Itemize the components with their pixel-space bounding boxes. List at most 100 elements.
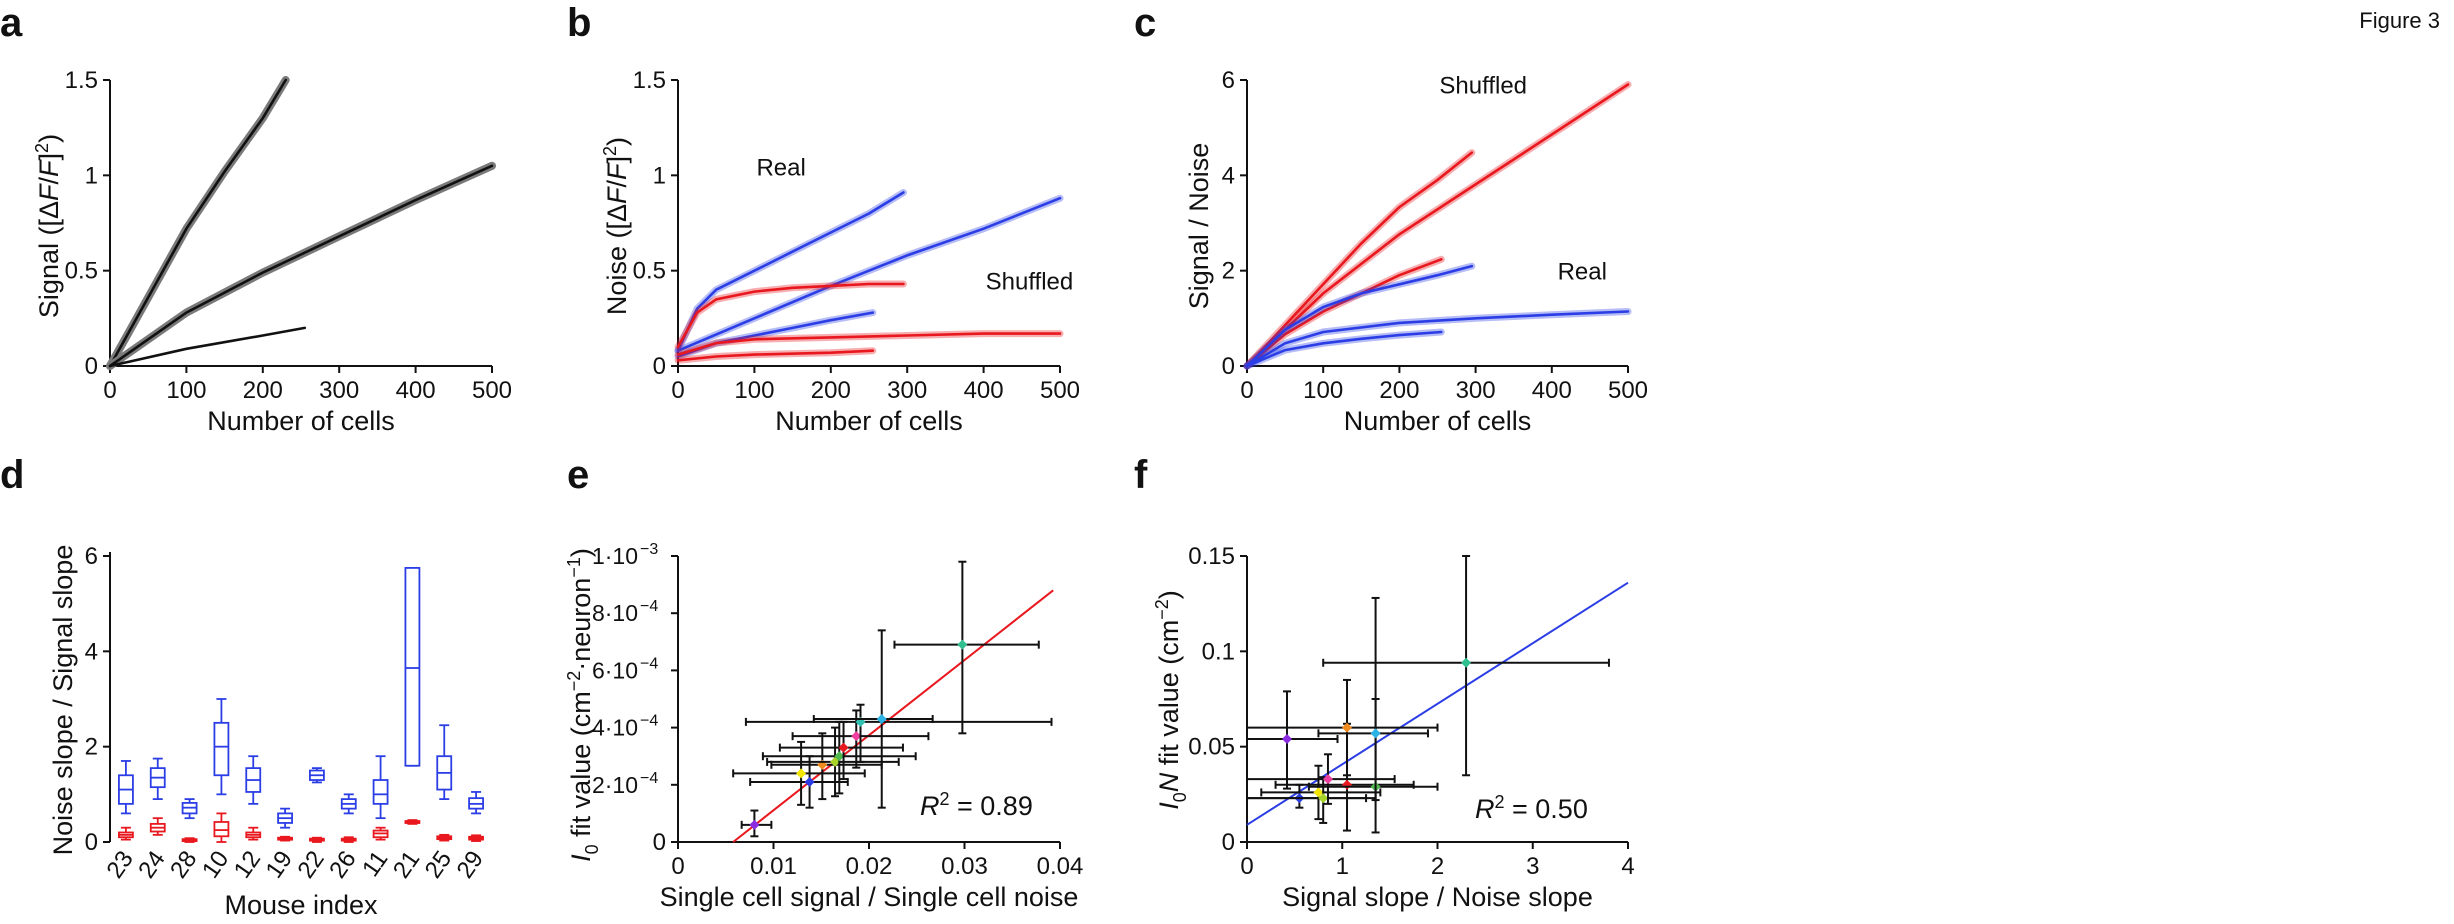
panel-b-series-line	[676, 282, 905, 349]
panel-a-ylabel: Signal ([ΔF/F]2)	[32, 134, 64, 318]
panel-d-category-label: 21	[388, 846, 425, 883]
panel-f-ytick-label: 0	[1222, 829, 1235, 856]
panel-c-series-line	[1245, 330, 1443, 368]
panel-f-xlabel: Signal slope / Noise slope	[1282, 882, 1593, 912]
panel-b-letter: b	[567, 1, 591, 45]
panel-f-ylabel: I0N fit value (cm−2)	[1152, 590, 1190, 810]
panel-e-ylabel: I0 fit value (cm−2·neuron−1)	[564, 548, 602, 862]
panel-c-series-line	[1245, 258, 1443, 368]
panel-a-ytick-label: 1	[85, 162, 98, 189]
panel-f-ytick-label: 0.15	[1188, 543, 1235, 570]
panel-d-category-label: 11	[357, 846, 393, 882]
panel-f-ytick-label: 0.05	[1188, 734, 1235, 761]
panel-f-data-point	[1313, 787, 1324, 798]
panel-e-xtick-label: 0.04	[1037, 853, 1084, 880]
panel-c-xtick-label: 500	[1608, 377, 1648, 404]
panel-c-xtick-label: 200	[1379, 377, 1419, 404]
panel-e-xtick-label: 0.02	[846, 853, 893, 880]
panel-f-data-point	[1318, 793, 1329, 804]
panel-b-xtick-label: 100	[734, 377, 774, 404]
panel-d-shuffled-box	[213, 821, 230, 838]
panel-a-letter: a	[0, 1, 23, 45]
panel-e-data-point	[957, 639, 968, 650]
panel-b-series-line	[676, 332, 1062, 356]
panel-f-data-point	[1282, 734, 1293, 745]
panel-f-data-point	[1322, 774, 1333, 785]
panel-a-series-line	[108, 164, 494, 368]
panel-b-xtick-label: 400	[964, 377, 1004, 404]
panel-a-ytick-label: 0.5	[65, 258, 98, 285]
panel-d-real-box	[372, 779, 389, 805]
panel-a-xtick-label: 300	[319, 377, 359, 404]
panel-b-series-line	[676, 349, 875, 362]
panel-f-r2: R2 = 0.50	[1475, 792, 1588, 824]
panel-c-signal-noise-chart: 0 100 200 300 400 500 0 2 4 6 Number of cells Shuff…	[1222, 67, 1648, 436]
figure-label: Figure 3	[2359, 8, 2440, 33]
panel-a-xtick-label: 100	[166, 377, 206, 404]
panel-c-ytick-label: 2	[1222, 258, 1235, 285]
panel-e-ytick-label: 1·10	[592, 543, 638, 569]
panel-c-series-line	[1245, 151, 1474, 368]
panel-a-xtick-label: 200	[243, 377, 283, 404]
panel-c-xtick-label: 100	[1303, 377, 1343, 404]
panel-c-letter: c	[1134, 1, 1156, 45]
panel-f-xtick-label: 3	[1526, 853, 1539, 880]
panel-a-xlabel: Number of cells	[207, 406, 395, 436]
panel-e-data-point	[834, 751, 845, 762]
panel-e-xlabel: Single cell signal / Single cell noise	[660, 882, 1079, 912]
panel-b-series-line	[676, 196, 1062, 352]
panel-b-ylabel: Noise ([ΔF/F]2)	[600, 137, 632, 315]
panel-d-category-label: 28	[165, 846, 202, 883]
panel-e-ytick-exponent: −3	[640, 541, 658, 558]
panel-d-category-label: 12	[229, 846, 266, 883]
panel-f-scatter-chart: 0 1 2 3 4 0 0.05 0.1 0.15 Signal slope / Noise sl…	[1188, 543, 1634, 912]
panel-a-xtick-label: 500	[472, 377, 512, 404]
panel-b-ytick-label: 0.5	[633, 258, 666, 285]
panel-d-real-box	[404, 567, 421, 767]
panel-d-ylabel: Noise slope / Signal slope	[48, 545, 78, 856]
panel-e-ytick-exponent: −4	[640, 713, 658, 730]
panel-b-annotation: Shuffled	[986, 269, 1074, 296]
panel-e-data-point	[796, 768, 807, 779]
panel-e-data-point	[749, 819, 760, 830]
panel-c-series-line	[1245, 264, 1474, 368]
panel-e-ytick-label: 2·10	[592, 772, 638, 798]
panel-e-data-point	[876, 714, 887, 725]
panel-d-category-label: 26	[324, 846, 361, 883]
panel-a-series-line	[108, 326, 307, 368]
panel-c-xtick-label: 400	[1532, 377, 1572, 404]
panel-d-real-box	[213, 721, 230, 777]
panel-b-xtick-label: 200	[811, 377, 851, 404]
panel-b-xtick-label: 500	[1040, 377, 1080, 404]
panel-c-annotation: Real	[1558, 259, 1607, 286]
panel-a-ytick-label: 0	[85, 353, 98, 380]
panel-a-ytick-label: 1.5	[65, 67, 98, 94]
panel-e-ytick-label: 0	[653, 829, 666, 856]
panel-d-category-label: 22	[292, 846, 329, 883]
panel-e-ytick-label: 4·10	[592, 715, 638, 741]
panel-d-category-label: 29	[452, 846, 489, 883]
panel-e-data-point	[804, 776, 815, 787]
panel-c-series-line	[1245, 310, 1630, 368]
panel-b-ytick-label: 1	[653, 162, 666, 189]
panel-f-xtick-label: 4	[1621, 853, 1634, 880]
panel-e-ytick-exponent: −4	[640, 655, 658, 672]
panel-f-data-point	[1461, 657, 1472, 668]
panel-c-series-line	[1245, 83, 1630, 368]
panel-d-category-label: 25	[420, 846, 457, 883]
panel-e-ytick-label: 6·10	[592, 657, 638, 683]
panel-e-data-point	[838, 742, 849, 753]
panel-f-data-point	[1370, 728, 1381, 739]
panel-a-series-line	[108, 78, 287, 368]
panel-e-ytick-label: 8·10	[592, 600, 638, 626]
panel-a-signal-chart: 0 100 200 300 400 500 0 0.5 1 1.5 Number of cells	[65, 67, 512, 436]
panel-f-xtick-label: 2	[1431, 853, 1444, 880]
panel-a-xtick-label: 400	[396, 377, 436, 404]
panel-b-ytick-label: 1.5	[633, 67, 666, 94]
panel-c-xtick-label: 300	[1456, 377, 1496, 404]
panel-b-annotation: Real	[756, 154, 805, 181]
panel-a-xtick-label: 0	[103, 377, 116, 404]
panel-b-ytick-label: 0	[653, 353, 666, 380]
